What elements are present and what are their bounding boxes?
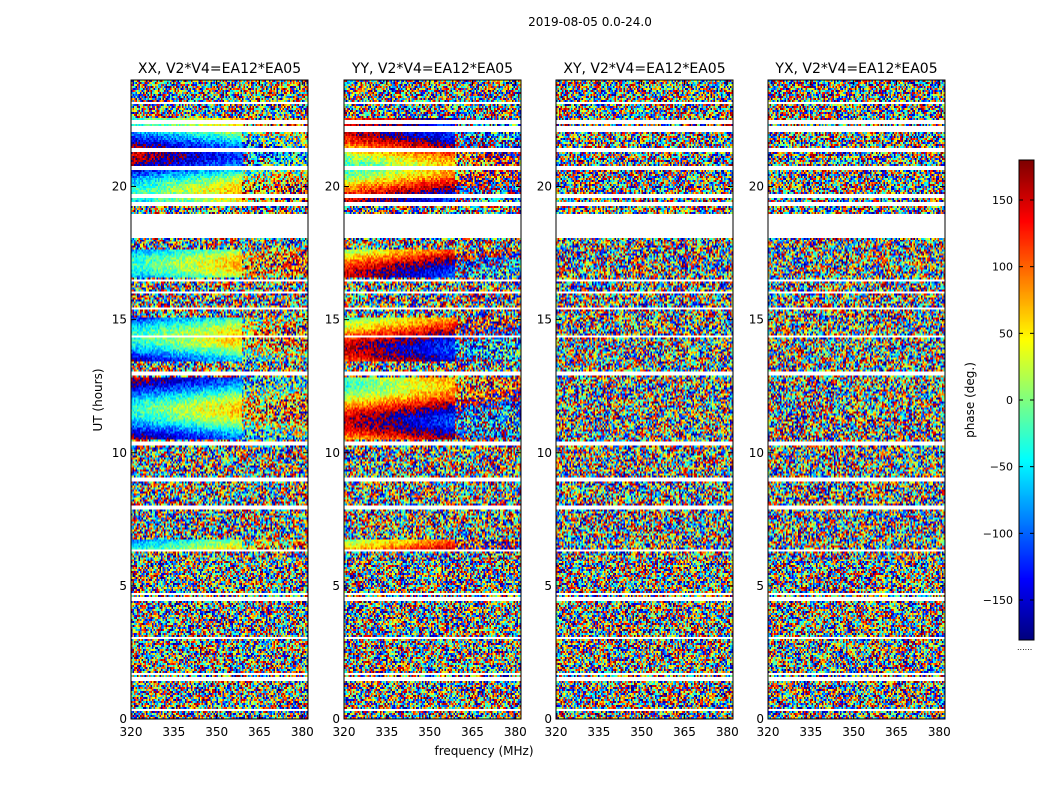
- x-tick-label: 365: [461, 725, 484, 739]
- x-tick-label: 350: [205, 725, 228, 739]
- x-tick-label: 365: [885, 725, 908, 739]
- x-tick-label: 365: [248, 725, 271, 739]
- panel-yy: YY, V2*V4=EA12*EA05 320 335 350 365 380 0 5 10 15…: [325, 61, 527, 739]
- y-tick-label: 15: [749, 313, 764, 327]
- x-tick-label: 320: [545, 725, 568, 739]
- panel-xx: XX, V2*V4=EA12*EA05 320 335 350 365 380 0 5 10 15…: [112, 61, 314, 739]
- y-tick-label: 5: [756, 579, 764, 593]
- heatmap-xx: [131, 80, 308, 719]
- x-tick-label: 335: [375, 725, 398, 739]
- y-tick-label: 5: [332, 579, 340, 593]
- x-axis-label: frequency (MHz): [434, 744, 533, 758]
- y-tick-label: 20: [325, 180, 340, 194]
- figure-title: 2019-08-05 0.0-24.0: [528, 15, 652, 29]
- panel-yx: YX, V2*V4=EA12*EA05 320 335 350 365 380 0 5 10 15…: [749, 61, 951, 739]
- y-tick-label: 15: [325, 313, 340, 327]
- x-tick-label: 380: [716, 725, 739, 739]
- x-tick-label: 320: [333, 725, 356, 739]
- y-tick-label: 5: [119, 579, 127, 593]
- x-tick-label: 350: [842, 725, 865, 739]
- panel-frame: [767, 79, 946, 720]
- x-tick-label: 335: [587, 725, 610, 739]
- colorbar-tick-label: 100: [992, 261, 1013, 274]
- panel-xy: XY, V2*V4=EA12*EA05 320 335 350 365 380 0 5 10 15…: [537, 61, 739, 739]
- heatmap-yx: [768, 80, 945, 719]
- y-tick-label: 20: [537, 180, 552, 194]
- panel-title: YX, V2*V4=EA12*EA05: [774, 61, 937, 77]
- x-tick-label: 380: [291, 725, 314, 739]
- y-tick-label: 0: [544, 712, 552, 726]
- y-tick-label: 20: [749, 180, 764, 194]
- panel-title: YY, V2*V4=EA12*EA05: [351, 61, 513, 77]
- y-tick-label: 10: [325, 446, 340, 460]
- colorbar-tick-label: −100: [983, 527, 1013, 540]
- y-tick-label: 15: [537, 313, 552, 327]
- y-tick-label: 0: [119, 712, 127, 726]
- heatmap-xy: [556, 80, 733, 719]
- panel-title: XX, V2*V4=EA12*EA05: [138, 61, 301, 77]
- y-axis-label: UT (hours): [91, 368, 105, 431]
- colorbar-tick-label: 0: [1006, 394, 1013, 407]
- colorbar-tick-label: 150: [992, 194, 1013, 207]
- colorbar-tick-label: −50: [990, 461, 1013, 474]
- panel-frame: [130, 79, 309, 720]
- y-tick-label: 10: [112, 446, 127, 460]
- y-tick-label: 10: [749, 446, 764, 460]
- colorbar-gradient: [1019, 160, 1034, 640]
- y-tick-label: 10: [537, 446, 552, 460]
- x-tick-label: 335: [162, 725, 185, 739]
- colorbar-label: phase (deg.): [963, 362, 977, 438]
- panel-title: XY, V2*V4=EA12*EA05: [563, 61, 725, 77]
- colorbar-tick-label: −150: [983, 594, 1013, 607]
- y-tick-label: 20: [112, 180, 127, 194]
- x-tick-label: 380: [504, 725, 527, 739]
- colorbar-bottom-mark: ......: [1017, 643, 1032, 652]
- heatmap-yy: [344, 80, 521, 719]
- panel-frame: [555, 79, 734, 720]
- x-tick-label: 350: [418, 725, 441, 739]
- y-tick-label: 0: [756, 712, 764, 726]
- y-tick-label: 15: [112, 313, 127, 327]
- y-tick-label: 0: [332, 712, 340, 726]
- x-tick-label: 335: [799, 725, 822, 739]
- colorbar-tick-label: 50: [999, 327, 1013, 340]
- panel-frame: [343, 79, 522, 720]
- colorbar: −150 −100 −50 0 50 100 150...... phase (deg.): [963, 159, 1035, 652]
- x-tick-label: 380: [928, 725, 951, 739]
- x-tick-label: 365: [673, 725, 696, 739]
- x-tick-label: 320: [757, 725, 780, 739]
- y-tick-label: 5: [544, 579, 552, 593]
- x-tick-label: 320: [120, 725, 143, 739]
- x-tick-label: 350: [630, 725, 653, 739]
